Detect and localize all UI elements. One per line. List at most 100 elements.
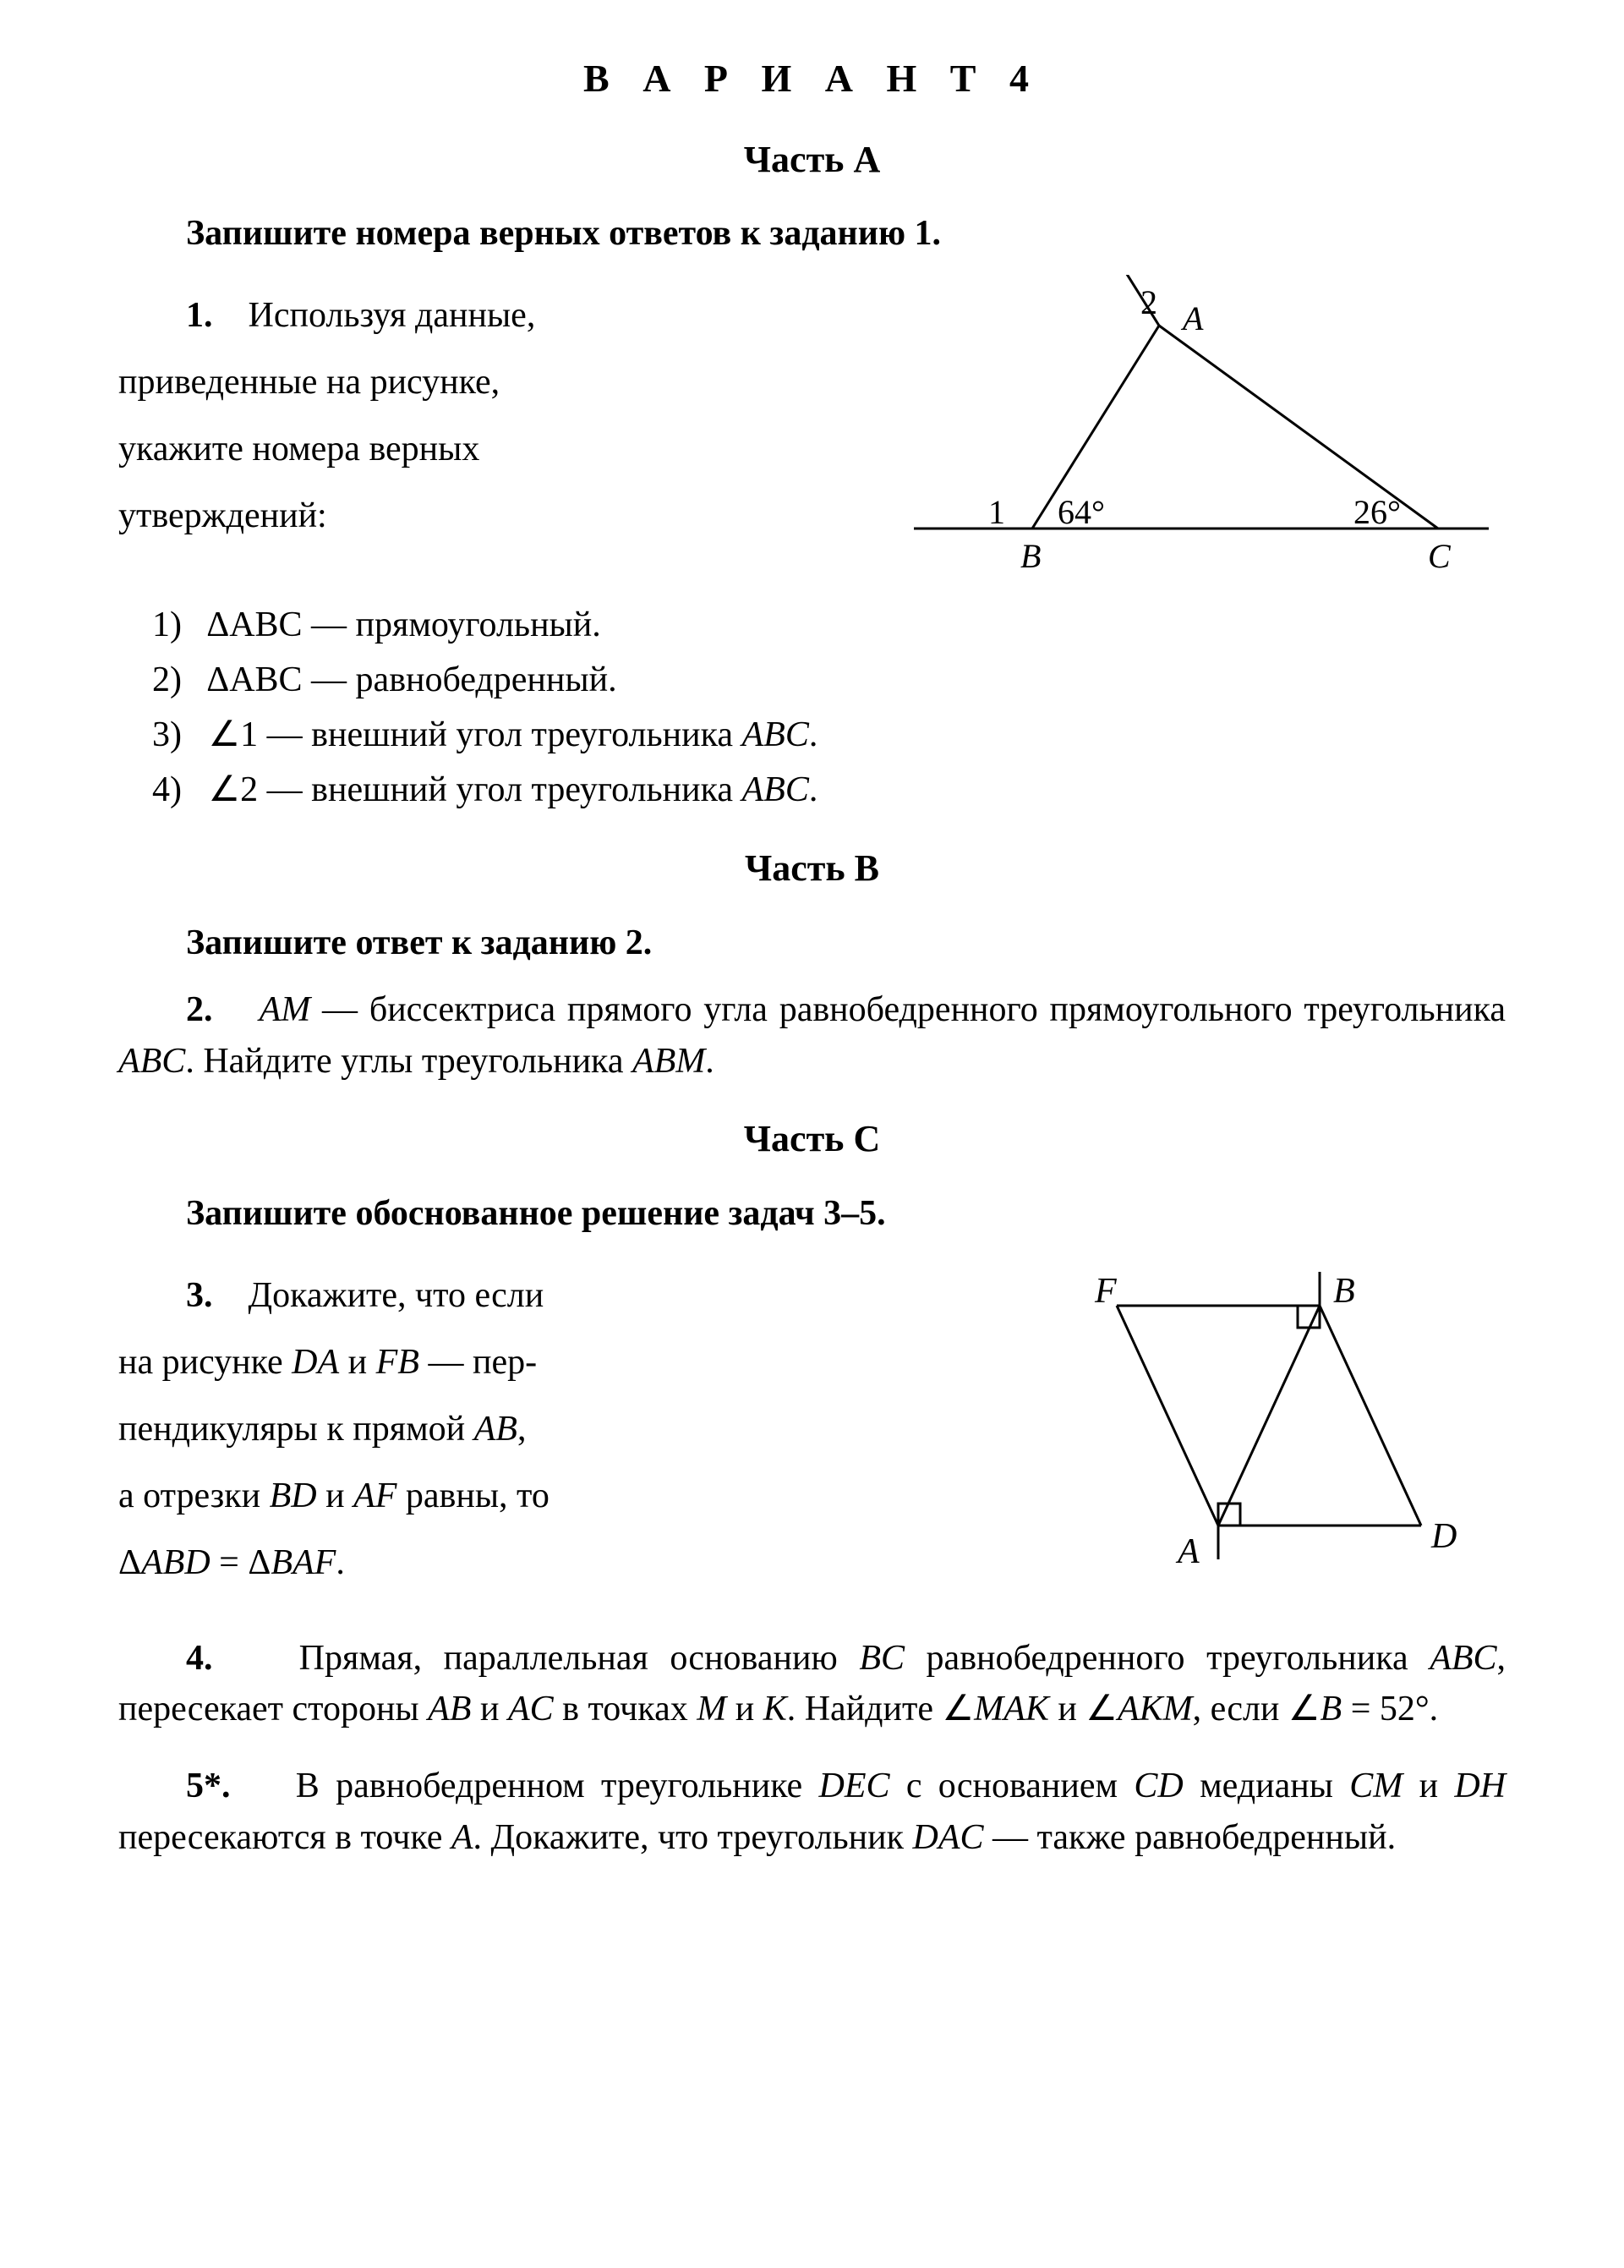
part-a-instruction: Запишите номера верных ответов к заданию… (118, 208, 1506, 260)
figure-1-svg: A B C 1 2 64° 26° (897, 275, 1506, 579)
part-c-heading: Часть C (118, 1112, 1506, 1166)
task-3-l2c: и (339, 1343, 375, 1382)
figure-1: A B C 1 2 64° 26° (897, 275, 1506, 579)
task-4-label: 4. (186, 1639, 213, 1678)
option-4-text-c: . (809, 770, 818, 809)
task-4-t8: AC (508, 1690, 554, 1728)
figure-1-angle-1: 1 (988, 493, 1005, 531)
option-3-num: 3) (152, 715, 182, 754)
task-4: 4. Прямая, параллельная основанию BC рав… (118, 1633, 1506, 1736)
task-4-t13: . Найдите ∠ (787, 1690, 974, 1728)
task-3-l5d: BAF (271, 1543, 336, 1582)
task-5-t9: пересекаются в точке (118, 1818, 451, 1857)
task-3-block: 3. Докажите, что если на рисунке DA и FB… (118, 1255, 1506, 1603)
task-4-t10: M (697, 1690, 726, 1728)
figure-2-label-A: A (1175, 1532, 1200, 1571)
task-3-l4b: BD (270, 1476, 317, 1515)
figure-2-label-D: D (1430, 1517, 1457, 1556)
task-2: 2. AM — биссектриса прямого угла равнобе… (118, 984, 1506, 1087)
task-4-t14: MAK (974, 1690, 1049, 1728)
task-5-t11: . Докажите, что треугольник (473, 1818, 913, 1857)
task-4-t7: и (471, 1690, 507, 1728)
task-3-l5c: = Δ (211, 1543, 271, 1582)
task-5-t8: DH (1454, 1767, 1506, 1805)
task-1-options: 1) ΔABC — прямоугольный. 2) ΔABC — равно… (118, 600, 1506, 816)
figure-2-svg: F B A D (1032, 1255, 1506, 1593)
figure-1-angle-2: 2 (1140, 283, 1157, 321)
task-4-t6: AB (428, 1690, 471, 1728)
task-4-t15: и ∠ (1049, 1690, 1118, 1728)
task-3-l3a: пендикуляры к прямой (118, 1410, 474, 1449)
task-1-text: 1. Используя данные, приведенные на рису… (118, 275, 863, 557)
task-4-t4: ABC (1430, 1639, 1496, 1678)
task-5-t7: и (1403, 1767, 1454, 1805)
page: В А Р И А Н Т 4 Часть A Запишите номера … (0, 0, 1624, 1947)
option-2-text: ΔABC — равнобедренный. (206, 660, 616, 699)
figure-2-label-B: B (1333, 1272, 1355, 1311)
figure-1-label-C: C (1428, 537, 1452, 575)
task-4-t3: равнобедренного треугольника (905, 1639, 1430, 1678)
task-4-t1: Прямая, параллельная основанию (299, 1639, 860, 1678)
task-4-t16: AKM (1118, 1690, 1193, 1728)
task-5-t4: CD (1134, 1767, 1183, 1805)
figure-1-label-B: B (1020, 537, 1041, 575)
task-2-label: 2. (186, 990, 213, 1029)
option-1-num: 1) (152, 605, 182, 644)
task-3-l4a: а отрезки (118, 1476, 270, 1515)
task-3-l5b: ABD (141, 1543, 211, 1582)
task-3-l2a: на рисунке (118, 1343, 292, 1382)
task-2-t3: ABC (118, 1042, 185, 1081)
task-2-t6: . (705, 1042, 714, 1081)
variant-title: В А Р И А Н Т 4 (118, 51, 1506, 107)
option-3-text-c: . (809, 715, 818, 754)
task-3-l4c: и (317, 1476, 353, 1515)
task-5-t3: с основанием (890, 1767, 1135, 1805)
option-2: 2) ΔABC — равнобедренный. (152, 655, 1506, 706)
task-3-l2b: DA (292, 1343, 339, 1382)
figure-2: F B A D (1032, 1255, 1506, 1593)
task-4-t9: в точках (554, 1690, 697, 1728)
task-5-t13: — также равнобедренный. (984, 1818, 1397, 1857)
task-1-line4: утверждений: (118, 490, 863, 542)
task-3-l5e: . (336, 1543, 345, 1582)
task-1-line2: приведенные на рисунке, (118, 357, 863, 408)
task-4-t17: , если ∠ (1193, 1690, 1321, 1728)
task-3-l3b: AB (474, 1410, 517, 1449)
task-3-l1: Докажите, что если (249, 1276, 544, 1315)
task-1-label: 1. (186, 296, 213, 335)
task-4-t2: BC (859, 1639, 905, 1678)
task-3-l3c: , (517, 1410, 527, 1449)
part-a-heading: Часть A (118, 133, 1506, 187)
task-5-t5: медианы (1184, 1767, 1350, 1805)
task-5-t6: CM (1349, 1767, 1403, 1805)
task-2-t2: — биссектриса прямого угла равнобедренно… (310, 990, 1506, 1029)
part-b-heading: Часть B (118, 841, 1506, 896)
task-1-line3: укажите номера верных (118, 424, 863, 475)
task-5-t1: В равнобедренном треугольнике (296, 1767, 819, 1805)
task-5-label: 5*. (186, 1767, 231, 1805)
task-5-t12: DAC (913, 1818, 984, 1857)
option-1: 1) ΔABC — прямоугольный. (152, 600, 1506, 651)
option-3: 3) ∠1 — внешний угол треугольника ABC. (152, 709, 1506, 761)
task-4-t19: = 52°. (1342, 1690, 1438, 1728)
figure-1-angle-26: 26° (1353, 493, 1401, 531)
task-4-t11: и (726, 1690, 763, 1728)
task-3-l2d: FB (376, 1343, 419, 1382)
task-3-l4d: AF (353, 1476, 396, 1515)
option-3-text-b: ABC (742, 715, 809, 754)
task-3-l2e: — пер- (419, 1343, 537, 1382)
task-3-text: 3. Докажите, что если на рисунке DA и FB… (118, 1255, 998, 1603)
task-3-label: 3. (186, 1276, 213, 1315)
task-5-t2: DEC (819, 1767, 890, 1805)
task-5: 5*. В равнобедренном треугольнике DEC с … (118, 1761, 1506, 1864)
option-4-text-a: ∠2 — внешний угол треугольника (209, 770, 742, 809)
figure-1-angle-64: 64° (1058, 493, 1105, 531)
option-4-text-b: ABC (742, 770, 809, 809)
task-3-l4e: равны, то (396, 1476, 549, 1515)
task-4-t12: K (763, 1690, 787, 1728)
option-1-text: ΔABC — прямоугольный. (206, 605, 601, 644)
task-2-t4: . Найдите углы треугольника (185, 1042, 632, 1081)
task-1-line1: Используя данные, (249, 296, 536, 335)
figure-1-label-A: A (1180, 299, 1204, 337)
task-2-t5: ABM (632, 1042, 705, 1081)
